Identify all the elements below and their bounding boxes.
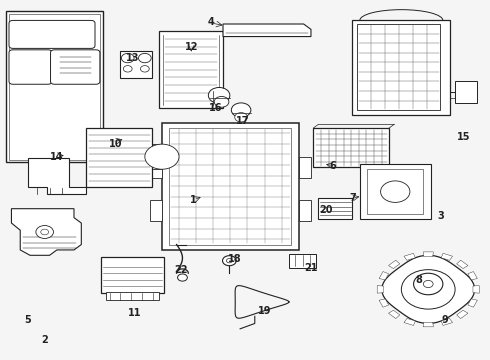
Polygon shape [389,260,400,269]
Text: 2: 2 [41,334,48,345]
Polygon shape [423,252,433,257]
Polygon shape [379,271,389,280]
Polygon shape [27,158,86,194]
FancyBboxPatch shape [9,21,95,48]
Polygon shape [441,319,452,325]
Text: 11: 11 [128,308,142,318]
Bar [8,14,100,160]
Text: 20: 20 [319,206,332,216]
Polygon shape [377,285,384,293]
Polygon shape [404,253,415,260]
Circle shape [214,96,229,107]
FancyBboxPatch shape [9,50,52,84]
Text: 16: 16 [209,103,222,113]
Text: 3: 3 [437,211,444,221]
Circle shape [226,258,232,263]
Bar [360,164,431,220]
Circle shape [208,87,230,103]
Bar [106,292,159,300]
Bar [121,51,152,78]
Bar [318,198,352,220]
Circle shape [41,229,49,235]
Polygon shape [441,253,452,260]
Polygon shape [468,299,477,307]
Bar [86,128,152,187]
Text: 4: 4 [207,17,214,27]
Bar [19,60,23,62]
Text: 22: 22 [175,265,188,275]
Circle shape [401,270,455,309]
Bar [367,169,423,214]
Polygon shape [150,200,162,221]
Text: 10: 10 [109,139,122,149]
Circle shape [414,273,443,295]
Polygon shape [423,322,433,327]
Polygon shape [468,271,477,280]
Polygon shape [150,157,162,178]
Bar [101,257,164,293]
Text: 6: 6 [330,161,336,171]
Polygon shape [389,310,400,319]
Polygon shape [457,260,468,269]
Polygon shape [457,310,468,319]
Text: 14: 14 [50,152,64,162]
Circle shape [177,274,187,281]
Polygon shape [299,200,311,221]
Circle shape [145,144,179,169]
Text: 18: 18 [228,254,242,264]
Text: 7: 7 [349,193,356,203]
Bar [159,31,223,108]
Text: 19: 19 [258,306,271,316]
Polygon shape [382,255,475,323]
Circle shape [139,53,151,63]
Circle shape [36,226,53,238]
Circle shape [423,280,433,288]
Circle shape [123,66,132,72]
Polygon shape [223,24,311,37]
Text: 17: 17 [236,116,249,126]
Circle shape [222,256,236,266]
Bar [19,65,23,67]
Bar [352,21,450,116]
Polygon shape [11,209,81,255]
Text: 8: 8 [415,275,422,285]
Text: 1: 1 [190,195,197,205]
Bar [455,81,477,103]
Circle shape [73,28,90,41]
Text: 13: 13 [126,53,139,63]
Bar [169,128,292,244]
Circle shape [235,113,247,122]
Bar [314,128,389,167]
Polygon shape [299,157,311,178]
Bar [289,253,316,268]
Text: 9: 9 [442,315,449,325]
Bar [162,123,299,250]
Circle shape [122,53,134,63]
Polygon shape [379,299,389,307]
Polygon shape [404,319,415,325]
Bar [19,71,23,72]
Bar [5,12,103,162]
Text: 12: 12 [185,42,198,52]
Circle shape [141,66,149,72]
Text: 5: 5 [24,315,31,325]
Text: 15: 15 [457,132,471,142]
Circle shape [381,181,410,202]
Polygon shape [473,285,479,293]
Text: 21: 21 [304,263,318,273]
FancyBboxPatch shape [50,50,100,84]
Circle shape [231,103,251,117]
Bar [357,24,441,110]
